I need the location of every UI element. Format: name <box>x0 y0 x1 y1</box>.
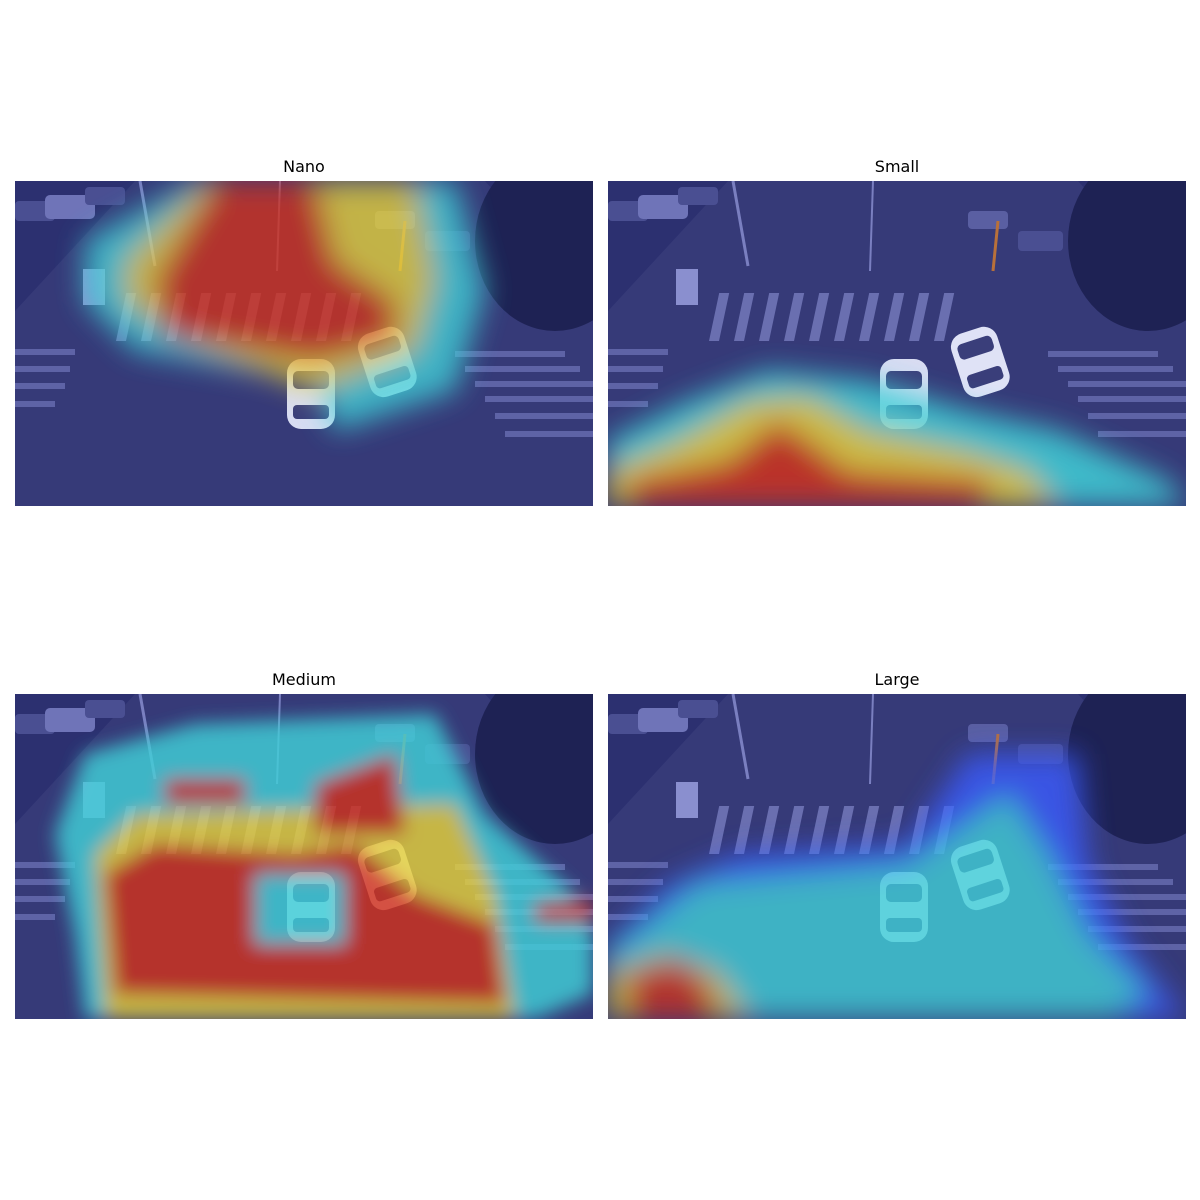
panel-title-small: Small <box>874 157 920 176</box>
heatmap-image-nano <box>15 181 593 506</box>
heatmap-panel-small <box>608 181 1186 506</box>
heatmap-panel-medium <box>15 694 593 1019</box>
panel-title-medium: Medium <box>272 670 336 689</box>
heatmap-panel-large <box>608 694 1186 1019</box>
heatmap-image-small <box>608 181 1186 506</box>
heatmap-image-medium <box>15 694 593 1019</box>
panel-title-nano: Nano <box>283 157 325 176</box>
heatmap-image-large <box>608 694 1186 1019</box>
heatmap-panel-nano <box>15 181 593 506</box>
panel-title-large: Large <box>874 670 920 689</box>
